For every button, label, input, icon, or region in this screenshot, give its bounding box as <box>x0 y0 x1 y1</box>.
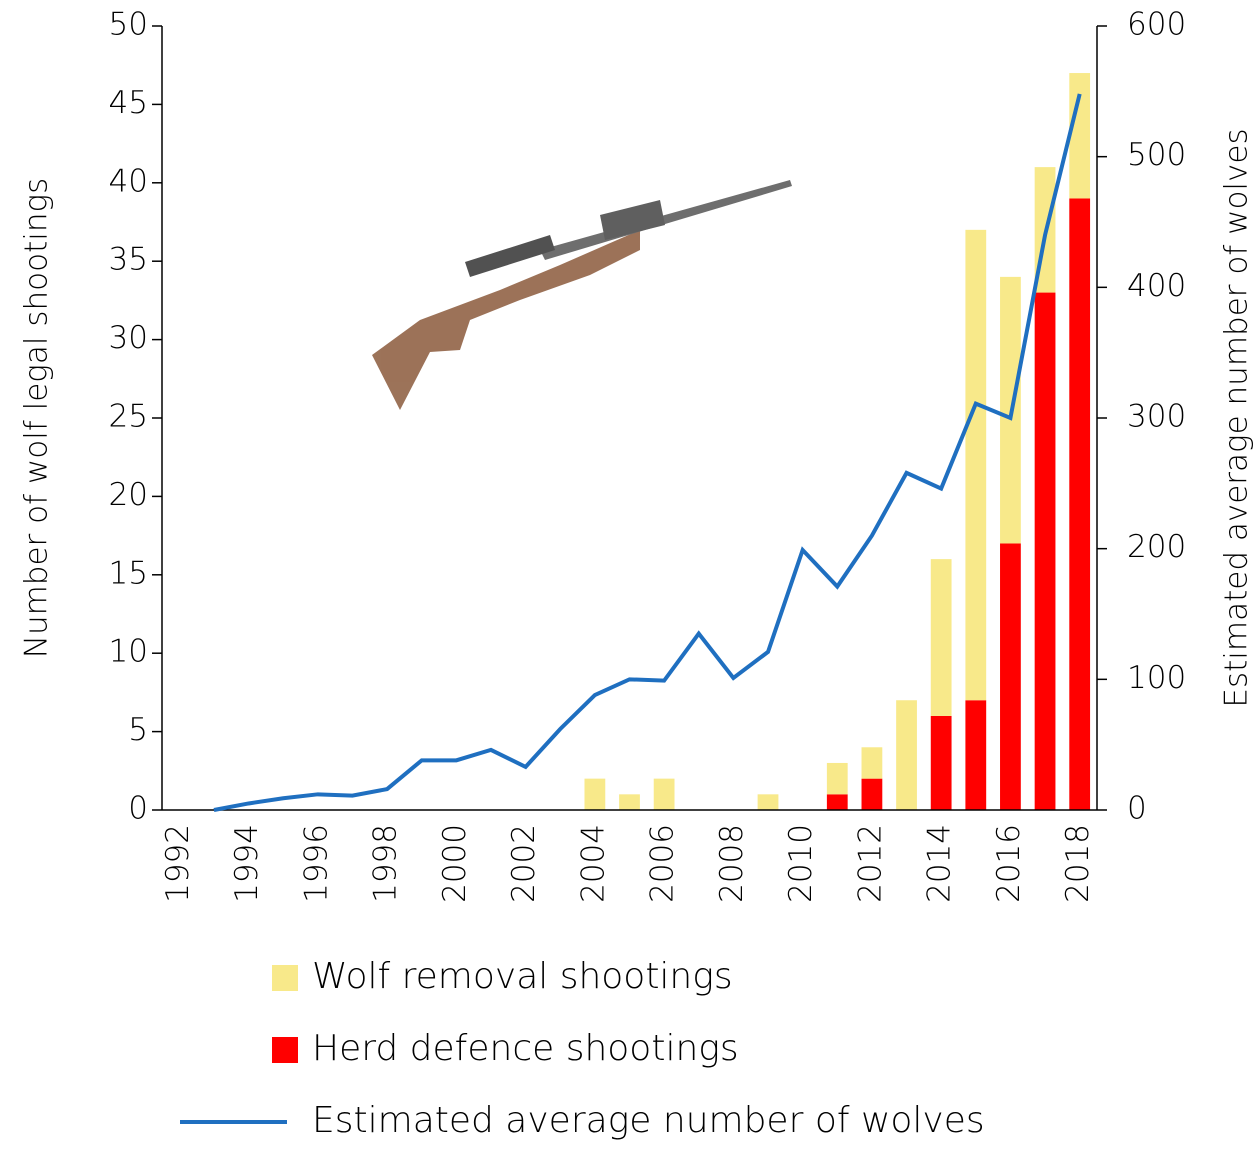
x-tick-label: 2006 <box>645 824 681 903</box>
y-tick-label: 15 <box>109 555 148 591</box>
bar <box>930 715 952 810</box>
legend-label: Estimated average number of wolves <box>312 1100 985 1141</box>
y-tick-label: 0 <box>128 791 148 827</box>
x-tick-label: 1996 <box>298 824 334 903</box>
x-tick-label: 1994 <box>229 824 265 903</box>
bar <box>826 794 848 810</box>
bar <box>930 559 952 716</box>
bar <box>826 762 848 795</box>
bar <box>861 778 883 810</box>
y-tick-label: 20 <box>109 477 148 513</box>
x-tick-label: 2002 <box>506 824 542 903</box>
y2-tick-label: 500 <box>1127 137 1186 173</box>
y-tick-label: 10 <box>109 634 148 670</box>
y2-tick-label: 0 <box>1127 791 1147 827</box>
y-tick-label: 40 <box>109 163 148 199</box>
bar <box>584 778 606 810</box>
y-tick-label: 5 <box>128 712 148 748</box>
bar <box>965 229 987 701</box>
bar <box>861 747 883 779</box>
legend-label: Wolf removal shootings <box>312 956 733 997</box>
y2-tick-label: 400 <box>1127 268 1186 304</box>
x-tick-label: 2012 <box>852 824 888 903</box>
x-tick-label: 2014 <box>922 824 958 903</box>
y-tick-label: 35 <box>109 242 148 278</box>
bar <box>653 778 675 810</box>
bar <box>757 794 779 810</box>
legend-swatch <box>272 965 298 991</box>
x-tick-label: 1992 <box>160 824 196 903</box>
y2-tick-label: 600 <box>1127 7 1186 43</box>
bar <box>965 700 987 810</box>
legend-swatch <box>272 1037 298 1063</box>
bar <box>1069 73 1091 199</box>
y-tick-label: 25 <box>109 399 148 435</box>
y2-axis-title: Estimated average number of wolves <box>1219 128 1255 707</box>
x-tick-label: 1998 <box>368 824 404 903</box>
x-tick-label: 2016 <box>991 824 1027 903</box>
bar <box>619 794 640 810</box>
x-tick-label: 2000 <box>437 824 473 903</box>
y2-tick-label: 100 <box>1127 660 1186 696</box>
legend-label: Herd defence shootings <box>312 1028 739 1069</box>
x-tick-label: 2010 <box>783 824 819 903</box>
y2-tick-label: 200 <box>1127 529 1186 565</box>
bar <box>896 700 917 810</box>
y-tick-label: 50 <box>109 7 148 43</box>
bar <box>1000 543 1021 810</box>
y-tick-label: 30 <box>109 320 148 356</box>
rifle-illustration <box>372 180 792 410</box>
x-tick-label: 2018 <box>1060 824 1096 903</box>
line <box>213 93 1082 812</box>
x-tick-label: 2008 <box>714 824 750 903</box>
y-axis-title: Number of wolf legal shootings <box>19 178 55 658</box>
y-tick-label: 45 <box>109 85 148 121</box>
bar <box>1069 198 1091 811</box>
x-tick-label: 2004 <box>575 824 611 903</box>
y2-tick-label: 300 <box>1127 399 1186 435</box>
bar <box>1034 292 1056 810</box>
